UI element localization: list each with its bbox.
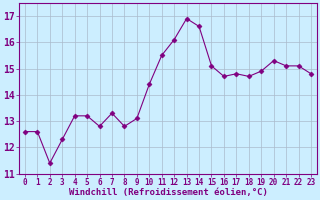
X-axis label: Windchill (Refroidissement éolien,°C): Windchill (Refroidissement éolien,°C) bbox=[68, 188, 268, 197]
